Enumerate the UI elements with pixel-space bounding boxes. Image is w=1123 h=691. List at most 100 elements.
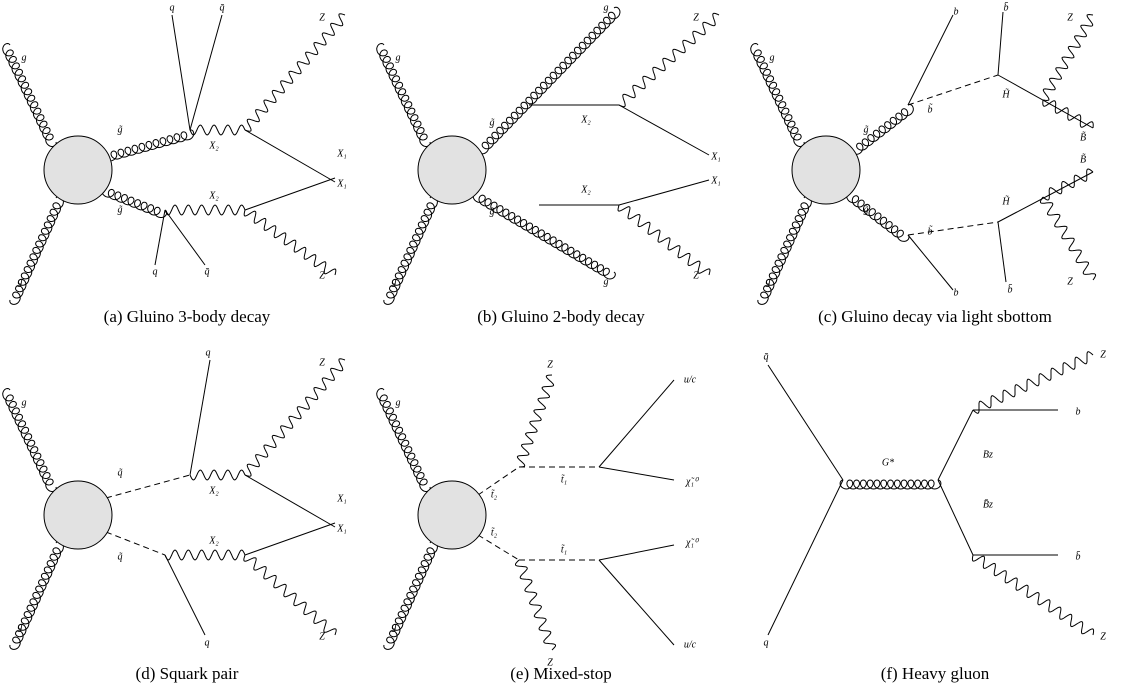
particle-label: X₂ [208, 140, 219, 151]
boson-line [1042, 13, 1094, 102]
particle-label: g̃ [118, 204, 123, 215]
particle-label: B̃ [1080, 131, 1086, 144]
fermion-line [907, 14, 954, 106]
particle-label: Z [319, 631, 325, 642]
particle-label: b̃ [928, 224, 933, 237]
gluon-line [757, 195, 812, 305]
boson-line [617, 204, 711, 276]
particle-label: g [22, 52, 27, 63]
particle-label: b̃ [928, 102, 933, 115]
particle-label: Z [319, 270, 325, 281]
fermion-line [244, 522, 336, 556]
boson-line [243, 209, 337, 276]
fermion-line [598, 466, 675, 481]
particle-label: q [206, 347, 211, 358]
scalar-line [907, 221, 999, 236]
boson-line [164, 204, 246, 216]
particle-label: q̄ [764, 351, 769, 362]
particle-label: Z [1100, 631, 1106, 642]
particle-label: g̃ [864, 204, 869, 215]
fermion-line [907, 234, 954, 291]
particle-label: χ̃₁⁰ [685, 476, 700, 487]
interaction-blob [417, 480, 487, 550]
fermion-line [189, 359, 211, 476]
particle-label: b [1076, 406, 1081, 417]
particle-label: Z [1067, 276, 1073, 287]
particle-label: b̄ [1076, 550, 1081, 562]
particle-label: q̄ [220, 2, 225, 13]
boson-line [243, 554, 337, 636]
fermion-line [618, 104, 710, 156]
fermion-line [997, 221, 1007, 283]
particle-label: X₂ [580, 114, 591, 125]
particle-label: X₁ [336, 493, 347, 504]
panel: g g q Zq̃ X₂ X₁ X₂ X₁ q̃ q Z (d) Squark pair [2, 347, 347, 683]
fermion-line [997, 11, 1004, 76]
caption: (d) Squark pair [136, 664, 239, 683]
boson-line [972, 351, 1094, 414]
particle-label: B̃ [1080, 153, 1086, 166]
scalar-line [477, 466, 520, 496]
fermion-line [618, 179, 710, 206]
gluon-line [850, 104, 914, 155]
particle-label: b [954, 287, 959, 298]
particle-label: g [22, 397, 27, 408]
particle-label: q [205, 637, 210, 648]
particle-label: q [764, 637, 769, 648]
interaction-blob [417, 135, 487, 205]
caption: (e) Mixed-stop [510, 664, 612, 683]
particle-label: Bᴢ [983, 449, 993, 460]
particle-label: B̄ᴢ [983, 499, 993, 511]
fermion-line [189, 14, 223, 131]
boson-line [189, 124, 246, 136]
gluon-line [2, 42, 57, 148]
particle-label: u/c [684, 374, 697, 385]
particle-label: X₂ [208, 190, 219, 201]
fermion-line [598, 544, 675, 561]
particle-label: g [396, 397, 401, 408]
particle-label: X₁ [336, 523, 347, 534]
particle-label: b̄ [1004, 1, 1009, 13]
fermion-line [767, 364, 844, 481]
fermion-line [997, 171, 1094, 223]
gluon-line [750, 42, 805, 148]
particle-label: g̃ [118, 124, 123, 135]
particle-label: X₁ [336, 178, 347, 189]
interaction-blob [791, 135, 861, 205]
caption: (a) Gluino 3-body decay [104, 307, 271, 326]
particle-label: Z [1100, 349, 1106, 360]
particle-label: t̃₁ [561, 474, 567, 486]
gluon-line [472, 191, 616, 280]
particle-label: G* [882, 457, 894, 468]
fermion-line [244, 177, 336, 211]
boson-line [515, 559, 556, 651]
particle-label: g̃ [490, 206, 495, 217]
particle-label: H̃ [1001, 195, 1010, 208]
caption: (f) Heavy gluon [881, 664, 990, 683]
panel: g g g Zg̃ X₂ X₁ X₂ X₁ g̃ g Z (b) Gluino 2-body deca… [376, 2, 721, 326]
fermion-line [937, 409, 974, 481]
particle-label: q [153, 266, 158, 277]
gluon-line [101, 186, 168, 218]
interaction-blob [43, 135, 113, 205]
particle-label: Z [319, 357, 325, 368]
particle-label: g [766, 276, 771, 287]
particle-label: u/c [684, 639, 697, 650]
panel: g g b b̄ Zg̃ b̃ H̃ B̃ g̃ b̃ H̃ B̃ b b̄ Z (c) Gluino dec… [750, 1, 1097, 326]
fermion-line [164, 554, 206, 636]
boson-line [244, 358, 346, 477]
particle-label: g [770, 52, 775, 63]
boson-line [1039, 196, 1097, 281]
gluon-line [9, 195, 64, 305]
fermion-line [767, 479, 844, 636]
boson-line [244, 13, 346, 132]
fermion-line [154, 209, 166, 266]
particle-label: Z [1067, 12, 1073, 23]
particle-label: Z [319, 12, 325, 23]
particle-label: g [18, 621, 23, 632]
particle-label: g [604, 2, 609, 13]
boson-line [1042, 99, 1094, 129]
particle-label: X₁ [710, 175, 721, 186]
